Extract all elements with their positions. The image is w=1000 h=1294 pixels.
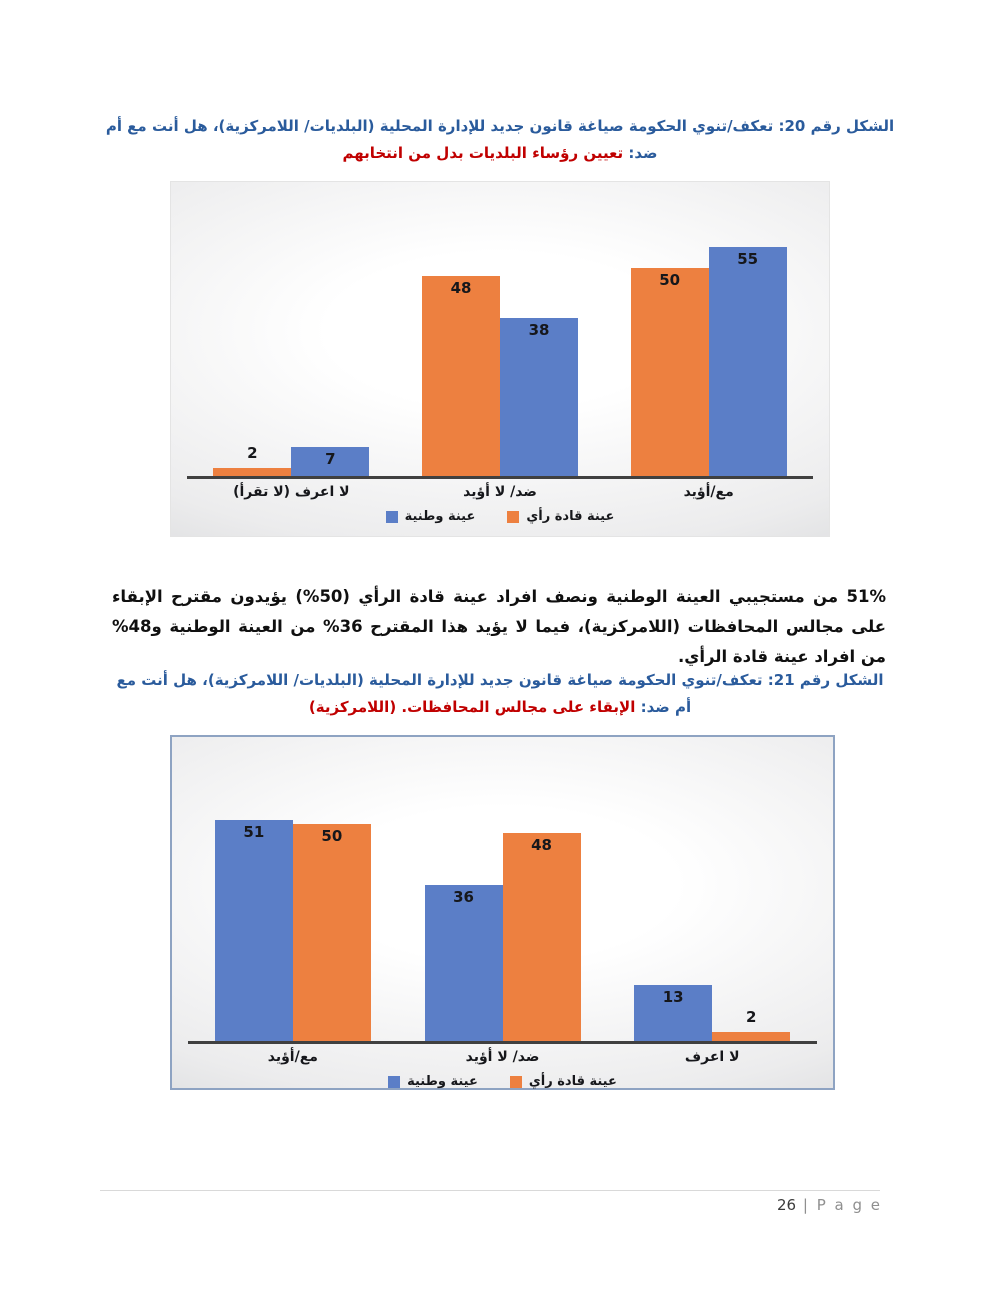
bar: 48: [502, 833, 581, 1041]
figure-21-plot-area: 51 50 36 48 13 2: [188, 781, 817, 1044]
figure-21-caption-main: الشكل رقم 21: تعكف/تنوي الحكومة صياغة قا…: [116, 671, 884, 716]
bar-value-label: 51: [243, 823, 265, 841]
page-footer: 26 | P a g e: [777, 1196, 882, 1214]
legend-label: عينة وطنية: [407, 1074, 478, 1089]
bar: 13: [634, 985, 713, 1041]
figure-21-caption: الشكل رقم 21: تعكف/تنوي الحكومة صياغة قا…: [110, 667, 890, 721]
bar: 48: [422, 276, 500, 476]
legend-item: عينة وطنية: [385, 509, 476, 524]
bar: 7: [291, 447, 370, 476]
legend-label: عينة قادة رأي: [528, 1074, 617, 1089]
bar: 51: [214, 820, 293, 1041]
bar: 50: [292, 824, 371, 1041]
figure-20-legend: عينة وطنية عينة قادة رأي: [171, 509, 829, 524]
bar-group: 48 38: [396, 276, 605, 476]
page-word: | P a g e: [802, 1196, 882, 1214]
figure-20-caption: الشكل رقم 20: تعكف/تنوي الحكومة صياغة قا…: [95, 113, 905, 167]
figure-21-caption-highlight: الإبقاء على مجالس المحافظات. (اللامركزية…: [308, 698, 636, 716]
x-axis-label: مع/أؤيد: [683, 484, 734, 500]
bar-value-label: 2: [247, 444, 258, 462]
x-axis-label: ضد/ لا أؤيد: [465, 1049, 540, 1065]
x-axis-label: مع/أؤيد: [267, 1049, 318, 1065]
bar-value-label: 50: [321, 827, 343, 845]
legend-swatch-icon: [509, 1075, 522, 1088]
bar-group: 51 50: [188, 820, 398, 1041]
bar-value-label: 55: [737, 250, 759, 268]
bar: 2: [712, 1008, 791, 1041]
body-paragraph: 51% من مستجيبي العينة الوطنية ونصف افراد…: [112, 587, 886, 666]
footer-rule: [100, 1190, 880, 1191]
bar: 50: [630, 268, 709, 476]
legend-item: عينة وطنية: [388, 1074, 478, 1089]
legend-swatch-icon: [507, 510, 520, 523]
x-axis-label: لا اعرف: [684, 1049, 740, 1065]
figure-21-bar-chart: 51 50 36 48 13 2 مع/أؤيد ضد/ لا أؤيد لا اعرف عي…: [170, 735, 835, 1090]
figure-20-plot-area: 2 7 48 38 50 55: [187, 226, 813, 479]
bar: 2: [213, 444, 292, 476]
bar-value-label: 48: [531, 836, 552, 854]
figure-21-legend: عينة وطنية عينة قادة رأي: [172, 1074, 833, 1089]
figure-20-bar-chart: 2 7 48 38 50 55 لا اعرف (لا تقرأ) ضد/ لا أؤيد م…: [170, 181, 830, 537]
bar: 38: [500, 318, 578, 476]
bar-value-label: 7: [325, 450, 336, 468]
page-number: 26: [777, 1196, 797, 1214]
bar-value-label: 50: [659, 271, 681, 289]
legend-swatch-icon: [388, 1075, 401, 1088]
bar-value-label: 48: [450, 279, 472, 297]
bar: 36: [424, 885, 503, 1041]
bar-group: 13 2: [607, 985, 817, 1041]
bar-value-label: 38: [528, 321, 550, 339]
legend-label: عينة وطنية: [404, 509, 476, 524]
figure-20-caption-highlight: تعيين رؤساء البلديات بدل من انتخابهم: [342, 144, 624, 162]
figure-20-caption-main: الشكل رقم 20: تعكف/تنوي الحكومة صياغة قا…: [105, 117, 895, 162]
bar-value-label: 2: [745, 1008, 757, 1026]
legend-item: عينة قادة رأي: [507, 509, 614, 524]
bar-group: 50 55: [604, 247, 813, 476]
figure-21-x-axis: مع/أؤيد ضد/ لا أؤيد لا اعرف: [188, 1049, 817, 1065]
legend-swatch-icon: [385, 510, 398, 523]
bar-value-label: 13: [662, 988, 684, 1006]
figure-20-x-axis: لا اعرف (لا تقرأ) ضد/ لا أؤيد مع/أؤيد: [187, 484, 813, 500]
x-axis-label: ضد/ لا أؤيد: [463, 484, 537, 500]
legend-item: عينة قادة رأي: [509, 1074, 617, 1089]
legend-label: عينة قادة رأي: [526, 509, 615, 524]
bar-group: 36 48: [398, 833, 608, 1041]
x-axis-label: لا اعرف (لا تقرأ): [233, 484, 350, 500]
bar-value-label: 36: [453, 888, 474, 906]
bar: 55: [708, 247, 787, 476]
